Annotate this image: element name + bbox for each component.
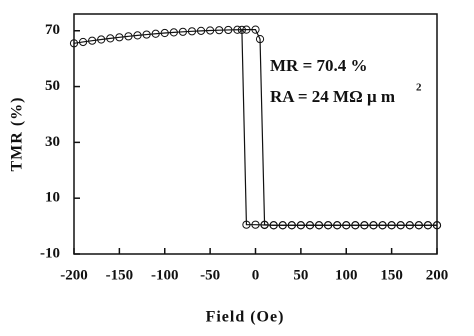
data-point <box>88 36 97 45</box>
data-point <box>251 220 260 229</box>
data-point <box>237 25 246 35</box>
data-point <box>97 35 106 44</box>
data-point <box>278 221 287 230</box>
series-line <box>73 29 437 226</box>
y-tick-label: 30 <box>45 134 60 150</box>
y-tick-label: 70 <box>45 22 60 38</box>
data-point <box>405 221 414 230</box>
data-point <box>187 27 197 36</box>
y-tick-label: 10 <box>45 190 60 206</box>
x-tick-label: 200 <box>426 267 449 283</box>
data-point <box>78 37 88 47</box>
data-point <box>69 39 79 48</box>
data-point <box>215 26 224 35</box>
x-tick-label: -50 <box>200 267 220 283</box>
data-point <box>351 221 360 230</box>
data-point <box>151 29 160 38</box>
data-point <box>369 221 378 230</box>
data-point <box>115 33 124 42</box>
x-tick-label: 0 <box>252 267 260 283</box>
data-point <box>178 27 187 36</box>
data-point <box>432 221 442 230</box>
annotation-superscript: 2 <box>416 82 422 94</box>
data-point <box>296 221 305 230</box>
annotation: MR = 70.4 % <box>270 56 368 75</box>
data-point <box>387 221 396 230</box>
x-tick-label: -150 <box>106 267 134 283</box>
data-point <box>378 221 387 230</box>
data-point <box>169 28 178 37</box>
data-point <box>242 25 251 34</box>
x-tick-label: 100 <box>335 267 358 283</box>
data-point <box>260 220 269 230</box>
data-point <box>142 30 151 39</box>
x-tick-label: 150 <box>380 267 403 283</box>
y-tick-label: 50 <box>45 78 60 94</box>
data-point <box>414 221 423 230</box>
data-point <box>360 221 369 230</box>
y-tick-label: -10 <box>40 245 60 261</box>
x-tick-label: -100 <box>151 267 179 283</box>
data-point <box>269 221 278 230</box>
data-point <box>333 221 342 230</box>
x-axis-title: Field (Oe) <box>206 309 285 326</box>
data-point <box>396 221 405 230</box>
data-point <box>242 220 251 229</box>
x-tick-label: -200 <box>60 267 88 283</box>
data-point <box>206 26 215 35</box>
plot-frame <box>73 13 438 255</box>
y-axis-title: TMR (%) <box>9 97 26 172</box>
data-point <box>314 221 324 230</box>
data-point <box>133 31 142 40</box>
data-point <box>324 221 333 230</box>
series-line <box>241 29 437 226</box>
data-point <box>196 26 206 35</box>
data-point <box>233 25 242 34</box>
data-point <box>305 221 315 230</box>
data-point <box>342 221 351 230</box>
data-point <box>287 221 296 230</box>
data-point <box>423 221 433 230</box>
data-point <box>224 25 233 35</box>
data-point <box>160 28 169 38</box>
data-point <box>251 25 260 34</box>
data-point <box>124 32 133 41</box>
data-point <box>106 34 115 43</box>
annotation: RA = 24 MΩ μ m <box>270 87 395 106</box>
data-point <box>255 35 265 44</box>
x-tick-label: 50 <box>293 267 308 283</box>
